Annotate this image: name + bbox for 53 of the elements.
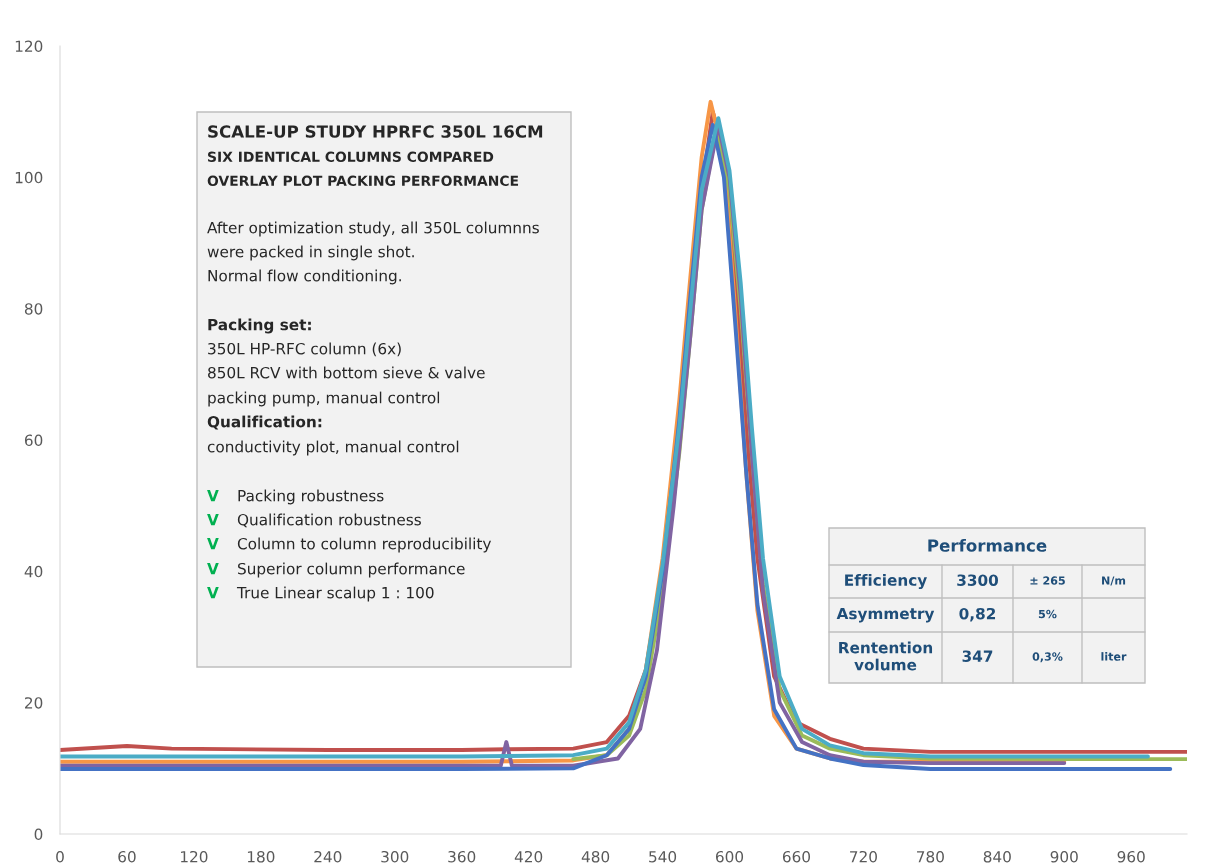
annotation: were packed in single shot. xyxy=(207,245,414,261)
annotation: After optimization study, all 350L columnns xyxy=(207,221,539,237)
text: V Column to column reproducibility xyxy=(207,537,492,553)
x-tick-label: 60 xyxy=(118,850,136,863)
annotation: 347 xyxy=(962,650,993,662)
annotation: packing pump, manual control xyxy=(208,391,440,407)
annotation: Rentention volume xyxy=(839,641,933,671)
text: V Superior column performance xyxy=(207,562,465,578)
annotation: 5% xyxy=(1038,609,1057,619)
annotation: 850L RCV with bottom sieve & valve xyxy=(208,366,485,379)
x-tick-label: 780 xyxy=(917,850,944,863)
x-tick-label: 600 xyxy=(715,850,744,863)
x-tick-label: 300 xyxy=(381,850,409,863)
annotation: V True Linear scalup 1 : 100 xyxy=(207,586,434,602)
annotation: Asymmetry xyxy=(836,607,935,623)
annotation: Normal flow conditioning. xyxy=(208,269,401,285)
y-tick-label: 40 xyxy=(24,565,43,578)
annotation: ± 265 xyxy=(1030,576,1065,585)
x-tick-label: 360 xyxy=(448,850,476,863)
annotation: OVERLAY PLOT PACKING PERFORMANCE xyxy=(207,175,519,187)
annotation: 350L HP-RFC column (6x) xyxy=(208,342,401,357)
annotation: N/m xyxy=(1102,576,1126,586)
x-tick-label: 900 xyxy=(1050,850,1078,863)
x-tick-label: 960 xyxy=(1117,850,1145,863)
y-tick-label: 120 xyxy=(15,40,43,53)
y-tick-label: 0 xyxy=(34,828,43,841)
y-tick-label: 80 xyxy=(24,303,43,315)
annotation: Packing set: xyxy=(208,318,311,334)
annotation: 3300 xyxy=(957,574,999,586)
annotation: conductivity plot, manual control xyxy=(207,440,459,456)
x-tick-label: 420 xyxy=(514,850,543,863)
x-tick-label: 120 xyxy=(181,850,208,863)
x-tick-label: 480 xyxy=(581,850,610,863)
annotation: 0,3% xyxy=(1032,652,1063,663)
annotation: SCALE-UP STUDY HPRFC 350L 16CM xyxy=(208,125,543,138)
x-tick-label: 660 xyxy=(782,850,811,863)
x-tick-label: 0 xyxy=(56,850,64,863)
annotation: Qualification: xyxy=(207,415,322,430)
x-tick-label: 240 xyxy=(314,850,342,863)
x-tick-label: 720 xyxy=(850,850,877,863)
x-tick-label: 180 xyxy=(247,850,275,863)
annotation: Performance xyxy=(928,538,1047,552)
x-tick-label: 840 xyxy=(983,850,1011,863)
text: V Packing robustness xyxy=(207,489,384,505)
y-tick-label: 100 xyxy=(15,171,43,184)
annotation: SIX IDENTICAL COLUMNS COMPARED xyxy=(208,151,494,163)
annotation: 0,82 xyxy=(959,607,996,622)
y-tick-label: 60 xyxy=(24,434,43,447)
annotation: liter xyxy=(1101,652,1127,661)
x-tick-label: 540 xyxy=(649,850,677,863)
text: V Qualification robustness xyxy=(207,513,421,528)
annotation: Efficiency xyxy=(845,574,927,589)
y-tick-label: 20 xyxy=(25,697,43,709)
